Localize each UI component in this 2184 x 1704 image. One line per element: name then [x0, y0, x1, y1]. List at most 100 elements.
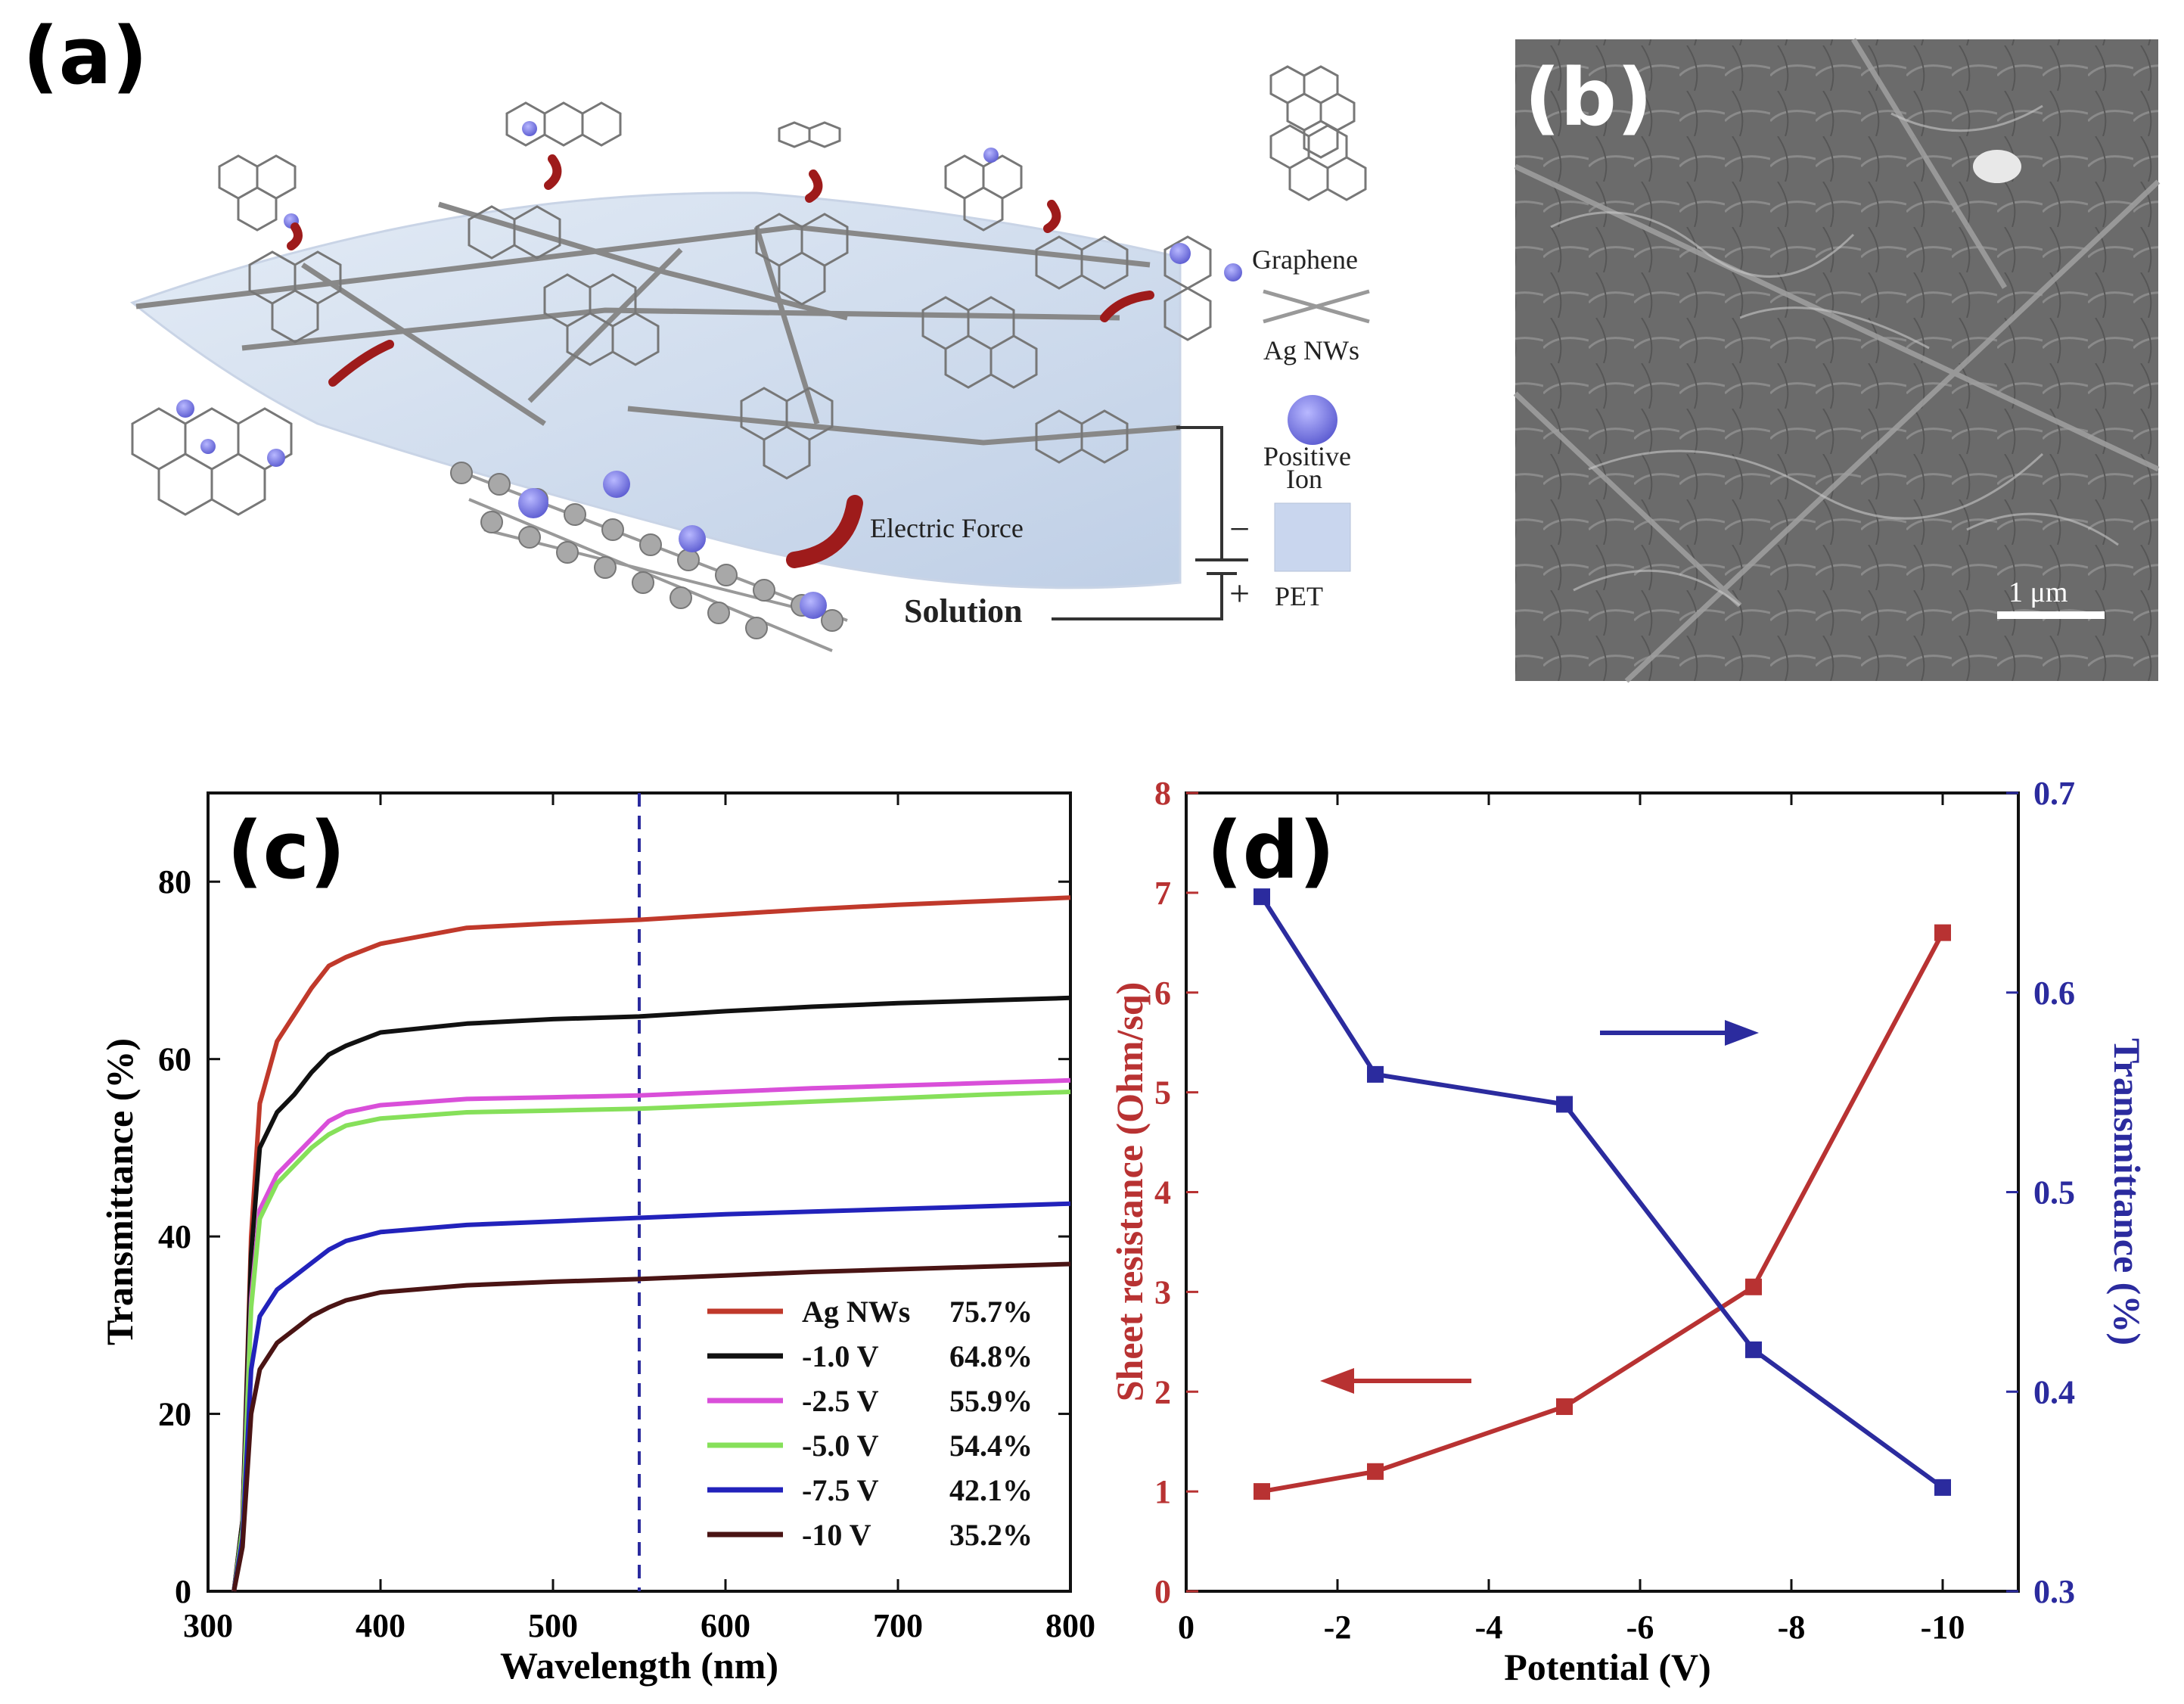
d-right-tick-label: 0.3	[2033, 1573, 2075, 1610]
d-right-tick-label: 0.6	[2033, 975, 2075, 1012]
d-left-tick-label: 5	[1154, 1074, 1171, 1112]
chart-d-right-ticks: 0.3 0.4 0.5 0.6 0.7	[2006, 775, 2075, 1610]
circuit	[1052, 426, 1248, 620]
chart-c-yticks: 0 20 40 60 80	[158, 863, 1070, 1610]
sem-wrinkles	[1550, 104, 2119, 607]
arrow-right-transmittance	[1600, 1020, 1759, 1046]
panel-b-label: (b)	[1524, 51, 1653, 144]
d-left-tick-label: 3	[1154, 1273, 1171, 1311]
d-right-tick-label: 0.7	[2033, 775, 2075, 812]
panel-c-label: (c)	[227, 804, 346, 897]
d-left-tick-label: 4	[1154, 1174, 1171, 1211]
d-left-tick-label: 6	[1154, 975, 1171, 1012]
chart-c-series	[231, 895, 1071, 1592]
chart-d-ylabel-left: Sheet resistance (Ohm/sq)	[1108, 982, 1151, 1402]
chart-d-xticks: 0 -2 -4 -6 -8 -10	[1178, 793, 1965, 1646]
positive-ions	[176, 121, 1242, 467]
c-ytick-label: 40	[158, 1218, 191, 1255]
c-ytick-label: 60	[158, 1041, 191, 1078]
c-legend-name: Ag NWs	[802, 1295, 910, 1329]
c-xtick-label: 600	[701, 1607, 750, 1644]
d-left-tick-label: 8	[1154, 775, 1171, 812]
c-legend-value: 42.1%	[949, 1473, 1033, 1507]
label-electric-force: Electric Force	[870, 513, 1024, 543]
d-marker-sheet-resistance	[1934, 924, 1951, 941]
positive-ion-icon	[1288, 395, 1337, 445]
d-left-tick-label: 1	[1154, 1473, 1171, 1510]
label-plus: +	[1229, 574, 1250, 614]
d-marker-sheet-resistance	[1254, 1483, 1270, 1500]
label-minus: −	[1229, 509, 1250, 549]
scale-bar	[1997, 611, 2105, 619]
pet-icon	[1274, 502, 1351, 572]
c-legend-name: -2.5 V	[802, 1384, 879, 1418]
c-legend-name: -7.5 V	[802, 1473, 879, 1507]
c-legend-name: -1.0 V	[802, 1339, 879, 1373]
chart-d-xlabel: Potential (V)	[1504, 1646, 1711, 1688]
label-solution: Solution	[904, 592, 1023, 630]
c-xtick-label: 800	[1045, 1607, 1095, 1644]
d-marker-sheet-resistance	[1556, 1398, 1573, 1416]
panel-d: 0 -2 -4 -6 -8 -10 0 1 2 3 4 5 6 7 8 0.3 0.4 0.5 0.6 0.7 (…	[1108, 775, 2148, 1688]
c-legend-value: 35.2%	[949, 1518, 1033, 1552]
chart-c-xlabel: Wavelength (nm)	[500, 1644, 778, 1687]
d-xtick-label: -8	[1778, 1609, 1806, 1646]
c-legend-value: 55.9%	[949, 1384, 1033, 1418]
scale-bar-label: 1 μm	[2008, 577, 2067, 608]
c-xtick-label: 300	[183, 1607, 233, 1644]
c-xtick-label: 500	[528, 1607, 578, 1644]
schematic-legend: Graphene Ag NWs Positive Ion PET Electri…	[870, 65, 1370, 630]
d-left-tick-label: 2	[1154, 1373, 1171, 1410]
c-series-line-4	[231, 1201, 1071, 1592]
panel-d-label: (d)	[1207, 804, 1335, 897]
d-xtick-label: -2	[1324, 1609, 1352, 1646]
chart-c-ylabel: Transmittance (%)	[98, 1038, 141, 1345]
d-xtick-label: -4	[1475, 1609, 1503, 1646]
d-xtick-label: 0	[1178, 1609, 1195, 1646]
d-left-tick-label: 0	[1154, 1573, 1171, 1610]
c-legend-name: -5.0 V	[802, 1429, 879, 1463]
c-series-line-3	[231, 1090, 1071, 1592]
d-marker-transmittance	[1745, 1341, 1762, 1358]
c-xtick-label: 400	[356, 1607, 405, 1644]
panel-c: 0 20 40 60 80 300 400 500 600 700 800 (c) Wavelen…	[98, 791, 1095, 1687]
legend-pet: PET	[1275, 581, 1323, 611]
c-xtick-label: 700	[873, 1607, 923, 1644]
graphene-flakes	[131, 101, 1367, 516]
d-marker-sheet-resistance	[1367, 1463, 1384, 1480]
panel-a-label: (a)	[23, 10, 148, 102]
legend-graphene: Graphene	[1252, 244, 1358, 275]
arrow-left-sheet-resistance	[1320, 1368, 1471, 1394]
d-marker-transmittance	[1367, 1065, 1384, 1083]
d-left-tick-label: 7	[1154, 875, 1171, 912]
graphene-sheet-large	[450, 462, 848, 652]
c-ytick-label: 20	[158, 1396, 191, 1433]
legend-positive-2: Ion	[1286, 464, 1322, 494]
chart-d-ylabel-right: Transmittance (%)	[2106, 1038, 2148, 1345]
chart-d-frame	[1185, 791, 2020, 1593]
c-legend-value: 75.7%	[949, 1295, 1033, 1329]
graphene-icon	[1269, 65, 1356, 159]
legend-positive-1: Positive	[1263, 441, 1351, 471]
d-marker-transmittance	[1556, 1096, 1573, 1113]
d-marker-transmittance	[1254, 888, 1270, 906]
d-xtick-label: -6	[1626, 1609, 1654, 1646]
legend-ag-nws: Ag NWs	[1263, 335, 1359, 365]
chart-d-series	[1254, 888, 1951, 1500]
chart-d-left-ticks: 0 1 2 3 4 5 6 7 8	[1154, 775, 1198, 1610]
d-right-tick-label: 0.4	[2033, 1373, 2075, 1410]
d-xtick-label: -10	[1921, 1609, 1965, 1646]
c-series-line-1	[231, 995, 1071, 1592]
ag-nws-icon	[1263, 289, 1370, 324]
chart-c-xticks: 300 400 500 600 700 800	[183, 793, 1095, 1644]
c-series-line-5	[231, 1261, 1071, 1592]
panel-b: (b) 1 μm	[1513, 38, 2161, 683]
c-ytick-label: 80	[158, 863, 191, 900]
chart-c-legend: Ag NWs 75.7% -1.0 V 64.8% -2.5 V 55.9% -5.0 V 5…	[707, 1295, 1033, 1552]
d-marker-sheet-resistance	[1745, 1278, 1762, 1295]
c-legend-value: 54.4%	[949, 1429, 1033, 1463]
d-marker-transmittance	[1934, 1479, 1951, 1496]
pet-sheet	[129, 191, 1182, 589]
c-series-line-0	[231, 895, 1071, 1592]
